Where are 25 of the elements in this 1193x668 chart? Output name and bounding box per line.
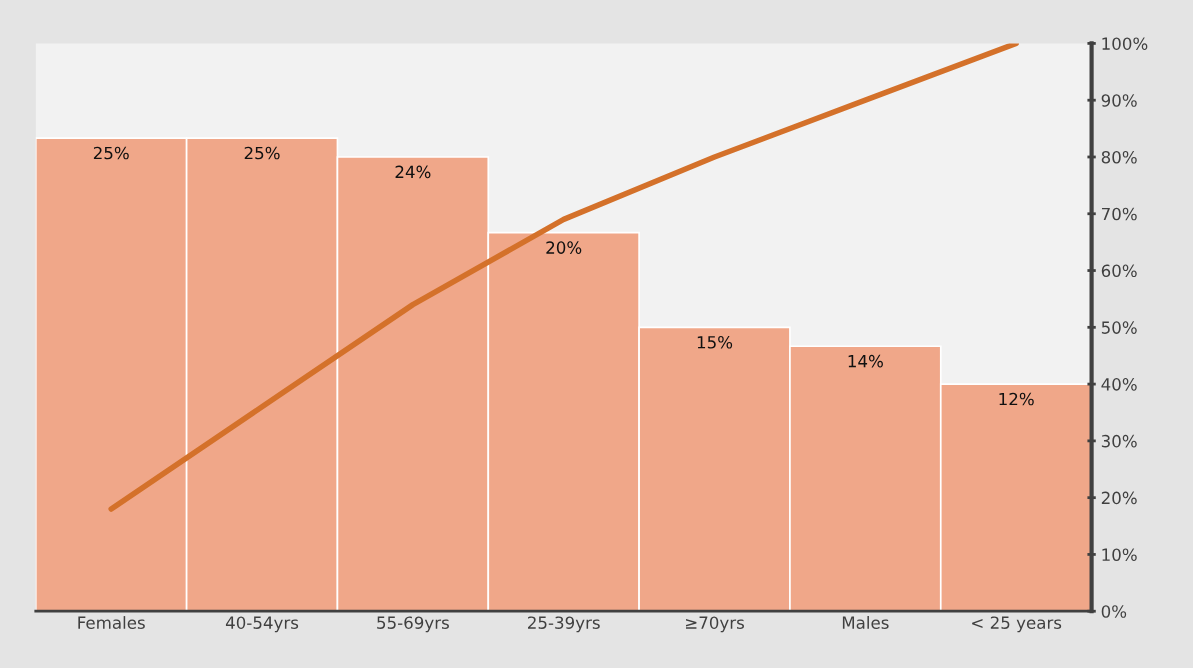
x-tick-label: 25-39yrs bbox=[528, 616, 600, 633]
data-label: 24% bbox=[395, 165, 431, 179]
y2-tick-label: 40% bbox=[1101, 378, 1137, 391]
y2-tick-label: 100% bbox=[1102, 37, 1148, 50]
y2-tick-label: 0% bbox=[1101, 605, 1127, 618]
y2-tick-label: 80% bbox=[1101, 150, 1137, 164]
x-tick-label: < 25 years bbox=[972, 616, 1062, 633]
data-label: 14% bbox=[848, 354, 883, 368]
data-label: 20% bbox=[546, 241, 582, 254]
x-tick-label: 40-54yrs bbox=[225, 616, 299, 633]
x-tick-label: Males bbox=[842, 616, 889, 629]
y2-tick-label: 90% bbox=[1101, 94, 1137, 107]
x-tick-label: 55-69yrs bbox=[377, 616, 449, 633]
y2-tick-label: 30% bbox=[1101, 434, 1137, 448]
x-tick-label: ≥70yrs bbox=[686, 616, 744, 633]
data-label: 15% bbox=[697, 335, 733, 349]
y2-tick-label: 70% bbox=[1101, 207, 1137, 221]
y2-tick-label: 50% bbox=[1101, 321, 1137, 334]
y2-tick-label: 20% bbox=[1101, 491, 1137, 505]
y2-tick-label: 60% bbox=[1101, 264, 1137, 278]
data-label: 12% bbox=[999, 392, 1034, 406]
data-label: 25% bbox=[244, 146, 280, 160]
data-label: 25% bbox=[93, 146, 129, 160]
x-tick-label: Females bbox=[78, 616, 145, 629]
y2-tick-label: 10% bbox=[1102, 548, 1137, 562]
